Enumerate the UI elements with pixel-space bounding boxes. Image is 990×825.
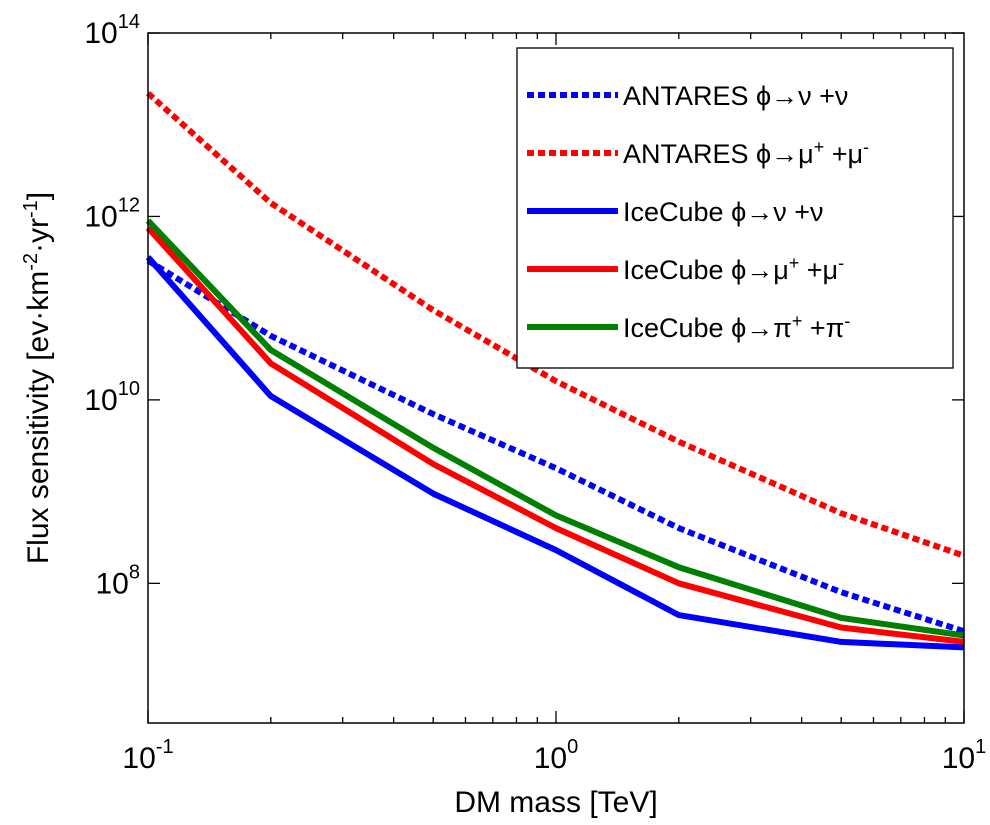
x-axis-label: DM mass [TeV]: [454, 786, 657, 819]
legend-label: IceCube ϕ→ν +ν: [623, 197, 823, 227]
legend-label: ANTARES ϕ→μ+ +μ-: [623, 137, 869, 169]
legend-label: ANTARES ϕ→ν +ν: [623, 81, 848, 111]
y-axis-label: Flux sensitivity [ev·km-2·yr-1]: [20, 192, 55, 564]
legend-label: IceCube ϕ→μ+ +μ-: [623, 253, 844, 285]
legend-label: IceCube ϕ→π+ +π-: [623, 311, 850, 343]
legend: ANTARES ϕ→ν +ν ANTARES ϕ→μ+ +μ- IceCube ϕ→…: [517, 48, 953, 368]
